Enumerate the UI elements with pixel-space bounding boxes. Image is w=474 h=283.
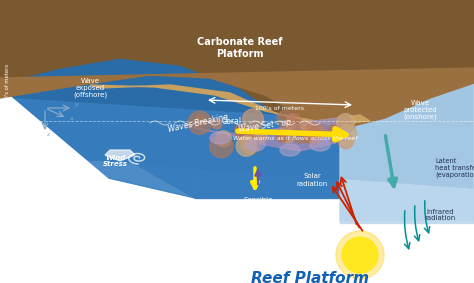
Circle shape xyxy=(342,237,378,273)
Text: y: y xyxy=(75,102,79,107)
Ellipse shape xyxy=(330,129,350,141)
Polygon shape xyxy=(0,0,474,133)
Circle shape xyxy=(243,109,264,130)
Polygon shape xyxy=(0,98,474,188)
Text: Sensible
heat transfer: Sensible heat transfer xyxy=(235,196,281,209)
Text: x: x xyxy=(70,116,74,121)
Text: Wind
Stress: Wind Stress xyxy=(102,155,128,168)
Ellipse shape xyxy=(280,144,300,156)
Text: Latent
heat transfer
(evaporation): Latent heat transfer (evaporation) xyxy=(435,158,474,178)
Text: Reef Platform: Reef Platform xyxy=(251,271,369,283)
Circle shape xyxy=(188,111,211,134)
Circle shape xyxy=(304,123,325,143)
Ellipse shape xyxy=(245,139,265,151)
Circle shape xyxy=(286,114,301,129)
Circle shape xyxy=(339,117,352,129)
Text: Coral: Coral xyxy=(222,117,242,125)
Circle shape xyxy=(292,126,310,143)
Polygon shape xyxy=(0,88,160,223)
Polygon shape xyxy=(90,85,370,125)
Text: 10's of meters: 10's of meters xyxy=(6,64,10,102)
Text: Carbonate Reef
Platform: Carbonate Reef Platform xyxy=(197,37,283,59)
Circle shape xyxy=(277,131,288,142)
Circle shape xyxy=(242,139,252,149)
Circle shape xyxy=(300,119,311,130)
Text: z: z xyxy=(47,132,50,137)
Circle shape xyxy=(215,131,231,147)
Text: Waves Breaking: Waves Breaking xyxy=(167,112,229,134)
Circle shape xyxy=(237,128,254,145)
Polygon shape xyxy=(185,118,355,151)
Polygon shape xyxy=(195,133,340,198)
Circle shape xyxy=(328,125,339,135)
Ellipse shape xyxy=(310,139,330,151)
Polygon shape xyxy=(0,0,340,198)
Text: Wave
protected
(onshore): Wave protected (onshore) xyxy=(403,100,437,120)
Circle shape xyxy=(277,110,295,128)
Polygon shape xyxy=(0,88,195,198)
Circle shape xyxy=(337,113,355,132)
Circle shape xyxy=(338,125,356,143)
Text: Wave Set - up: Wave Set - up xyxy=(238,118,292,134)
Circle shape xyxy=(336,231,384,279)
Polygon shape xyxy=(0,0,474,188)
Circle shape xyxy=(212,119,222,129)
Polygon shape xyxy=(340,73,474,223)
Circle shape xyxy=(241,135,260,154)
Polygon shape xyxy=(105,150,135,161)
Text: Wave
exposed
(offshore): Wave exposed (offshore) xyxy=(73,78,107,98)
Circle shape xyxy=(210,134,233,158)
Circle shape xyxy=(303,126,321,144)
Circle shape xyxy=(194,114,207,127)
Text: Infrared
radiation: Infrared radiation xyxy=(424,209,456,222)
Circle shape xyxy=(338,133,354,149)
Polygon shape xyxy=(0,68,474,128)
Text: Solar
radiation: Solar radiation xyxy=(296,173,328,186)
Circle shape xyxy=(235,124,246,135)
Text: Water warms as it flows across the reef: Water warms as it flows across the reef xyxy=(233,136,357,140)
Circle shape xyxy=(254,130,267,143)
Circle shape xyxy=(279,127,296,143)
Circle shape xyxy=(236,136,256,156)
Polygon shape xyxy=(340,73,474,221)
Ellipse shape xyxy=(210,132,230,144)
Text: 100's of meters: 100's of meters xyxy=(255,106,304,112)
